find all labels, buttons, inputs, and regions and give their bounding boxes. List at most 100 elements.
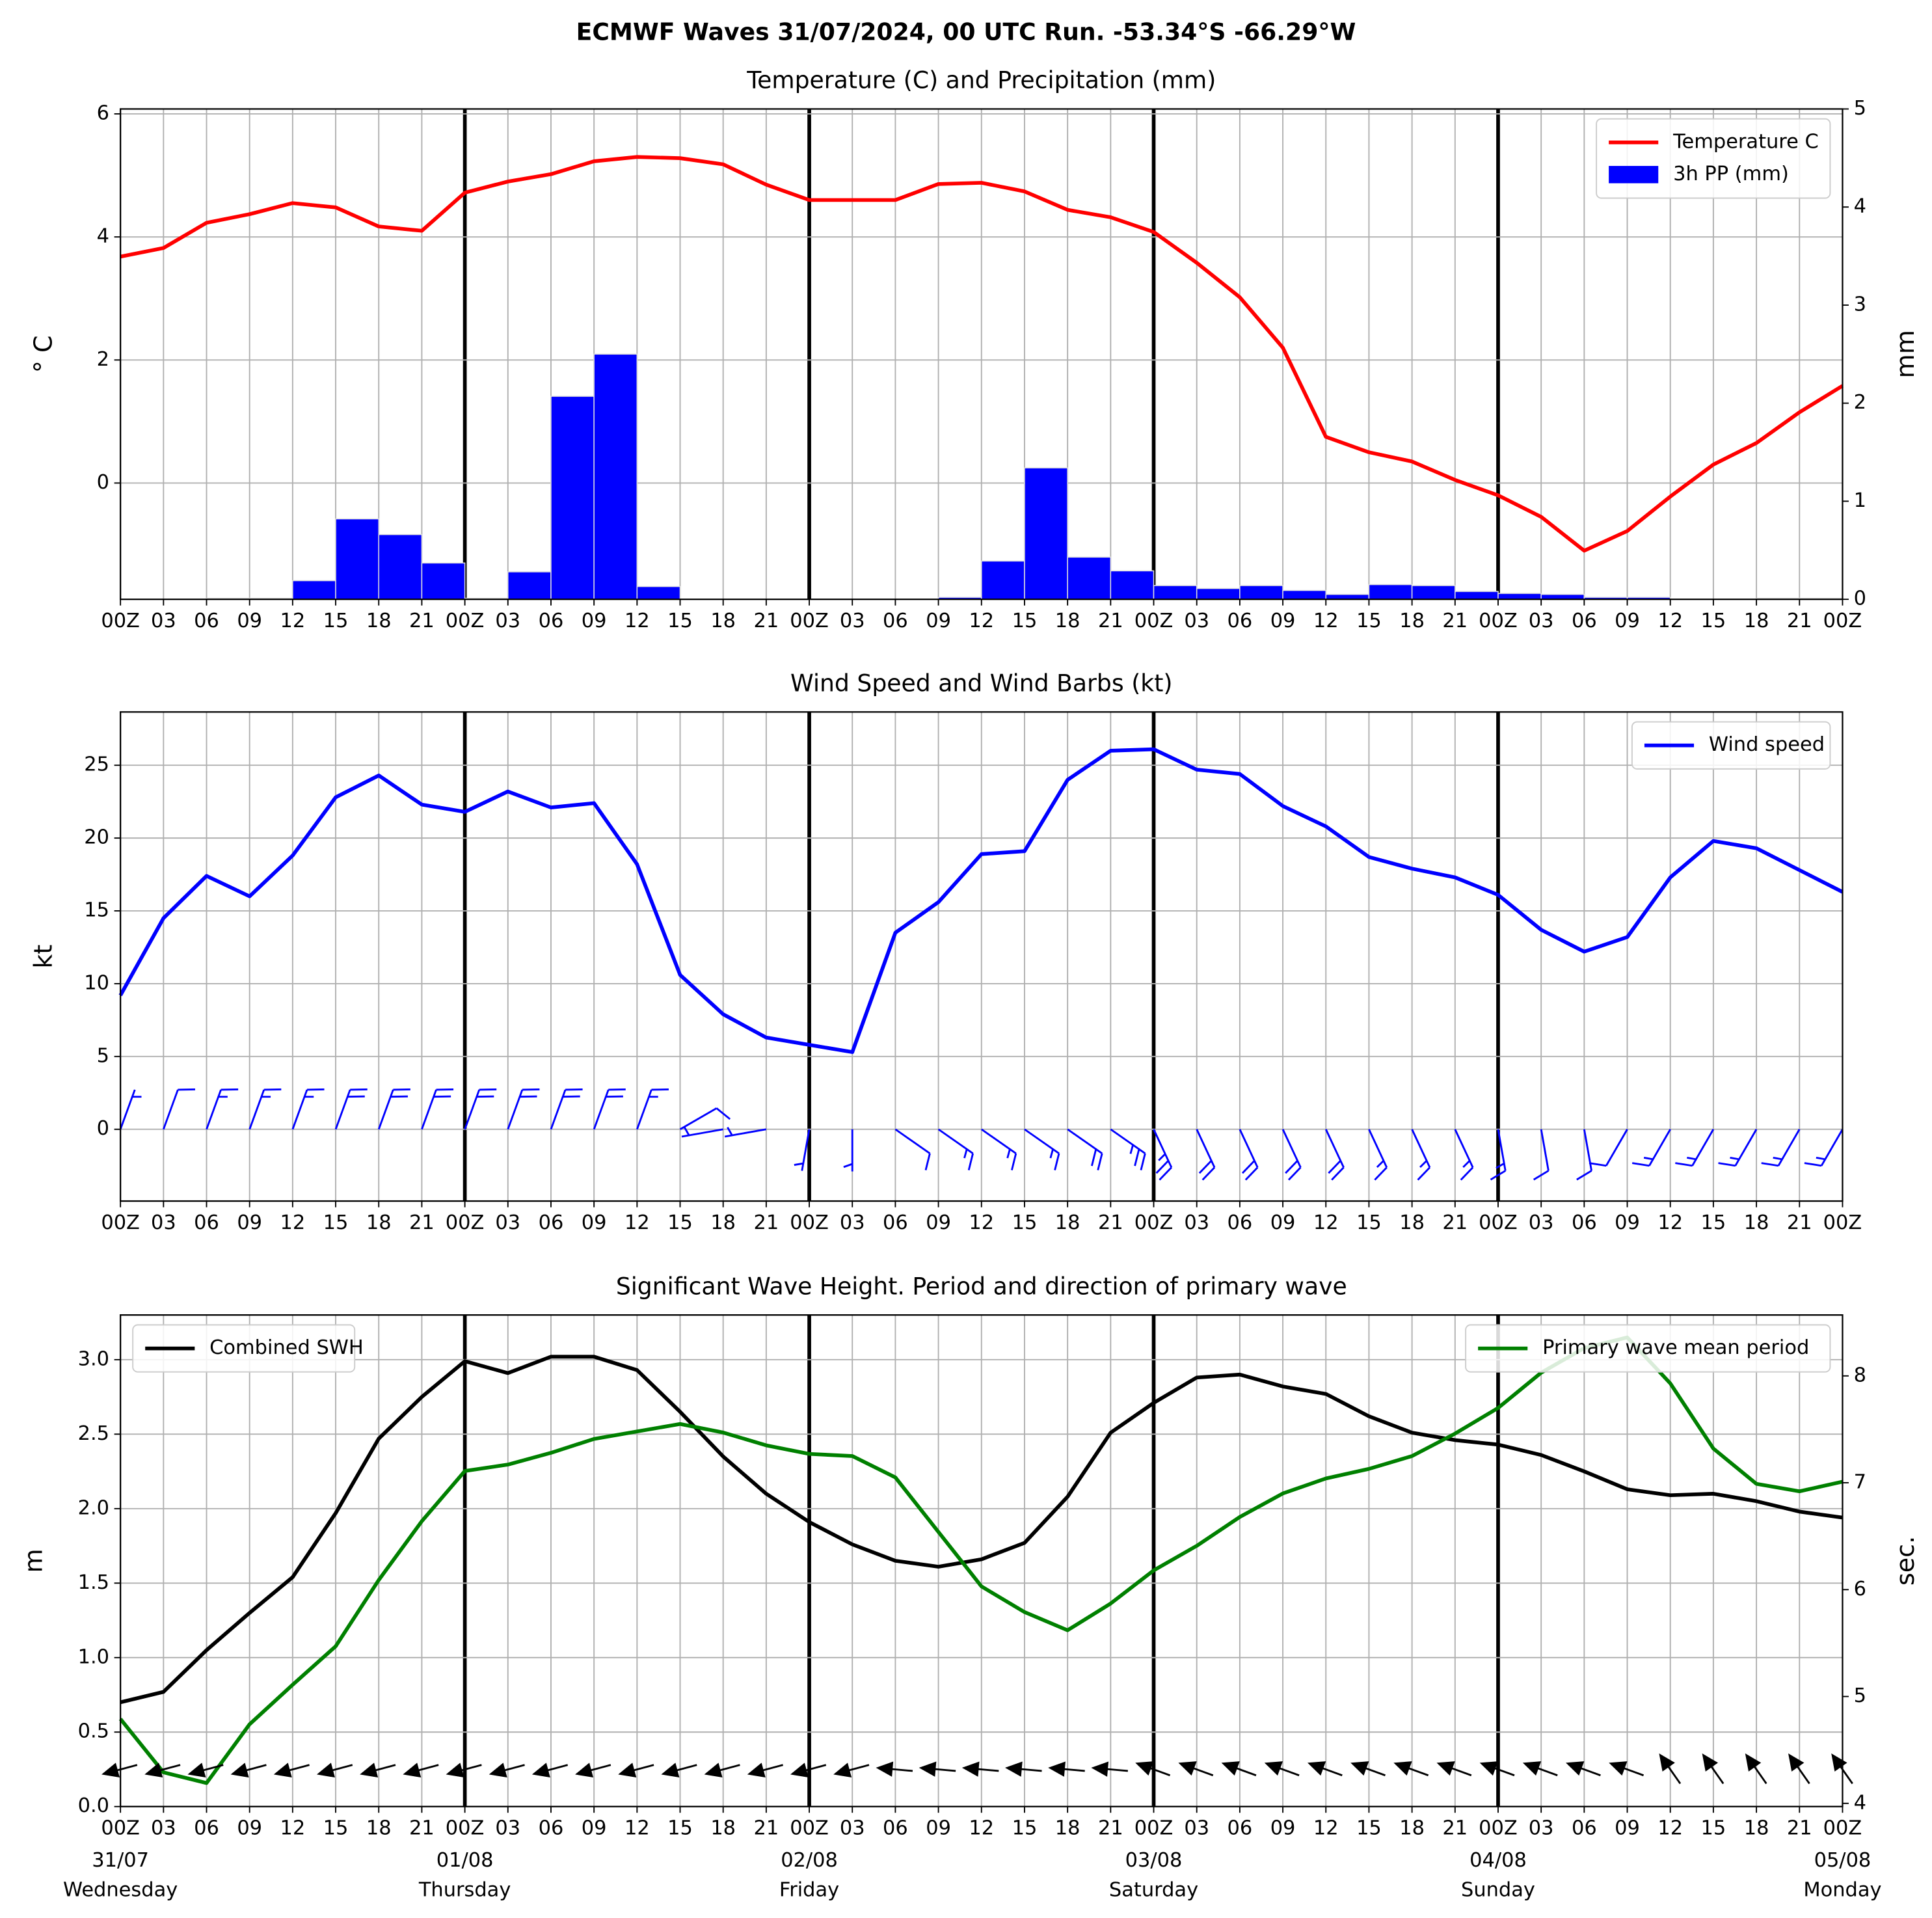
wave-arrow xyxy=(1436,1761,1472,1777)
y2-axis-label: mm xyxy=(1891,330,1920,378)
y2-tick-label: 2 xyxy=(1854,391,1866,414)
wind-barb xyxy=(1761,1129,1801,1167)
y2-tick-label: 8 xyxy=(1854,1364,1866,1386)
wave-arrow xyxy=(489,1763,525,1778)
x-tick-label: 18 xyxy=(1055,1211,1080,1234)
x-tick-label: 00Z xyxy=(446,610,485,632)
y-tick-label: 3.0 xyxy=(78,1347,109,1370)
x-tick-label: 06 xyxy=(539,1211,564,1234)
y2-tick-label: 5 xyxy=(1854,1684,1866,1707)
x-tick-label: 03 xyxy=(840,1817,865,1839)
x-tick-label: 21 xyxy=(1098,1211,1123,1234)
x-tick-label: 12 xyxy=(969,610,994,632)
x-tick-label: 06 xyxy=(539,1817,564,1839)
x-tick-label: 06 xyxy=(194,1817,219,1839)
wave-arrow xyxy=(1745,1753,1767,1785)
wave-arrow xyxy=(833,1763,870,1778)
x-tick-label: 09 xyxy=(582,1817,607,1839)
x-tick-label: 15 xyxy=(323,1211,349,1234)
wind-barb xyxy=(248,1088,282,1130)
y2-tick-label: 6 xyxy=(1854,1578,1866,1601)
x-tick-label: 00Z xyxy=(446,1211,485,1234)
date-label: 01/08 xyxy=(436,1849,494,1872)
x-tick-label: 06 xyxy=(194,610,219,632)
x-tick-label: 00Z xyxy=(1134,1211,1174,1234)
wave-arrow xyxy=(1788,1753,1810,1785)
x-tick-label: 03 xyxy=(840,610,865,632)
wind-barb xyxy=(1631,1129,1671,1167)
y-tick-label: 20 xyxy=(84,826,109,849)
x-tick-label: 15 xyxy=(323,1817,349,1839)
x-tick-label: 21 xyxy=(1442,1817,1468,1839)
x-tick-label: 03 xyxy=(495,1211,520,1234)
date-label: 02/08 xyxy=(781,1849,838,1872)
x-tick-label: 06 xyxy=(883,1211,908,1234)
x-tick-label: 12 xyxy=(1657,1211,1683,1234)
bar xyxy=(1282,589,1327,600)
x-tick-label: 03 xyxy=(1529,1211,1554,1234)
day-label: Friday xyxy=(779,1879,839,1902)
x-tick-label: 15 xyxy=(1012,610,1038,632)
wave-arrow xyxy=(661,1763,697,1778)
x-tick-label: 21 xyxy=(1098,610,1123,632)
y-tick-label: 25 xyxy=(84,753,109,776)
x-tick-label: 21 xyxy=(1442,1211,1468,1234)
x-tick-label: 06 xyxy=(194,1211,219,1234)
bar xyxy=(507,571,552,600)
date-label: 31/07 xyxy=(92,1849,149,1872)
x-tick-label: 09 xyxy=(237,610,262,632)
wave-arrow xyxy=(1566,1761,1601,1777)
x-tick-label: 06 xyxy=(1572,1817,1597,1839)
bar xyxy=(1196,588,1241,600)
wind-barb xyxy=(1589,1129,1628,1167)
x-tick-label: 00Z xyxy=(1134,610,1174,632)
wind-barb xyxy=(636,1088,669,1130)
x-tick-label: 09 xyxy=(926,1211,951,1234)
x-tick-label: 18 xyxy=(1055,610,1080,632)
wind-barb xyxy=(291,1088,325,1130)
y-axis-label: kt xyxy=(29,945,58,969)
wave-arrow xyxy=(1659,1753,1682,1785)
x-tick-label: 12 xyxy=(1313,610,1339,632)
x-tick-label: 09 xyxy=(1615,610,1640,632)
x-tick-label: 12 xyxy=(624,610,650,632)
wave-arrow xyxy=(273,1763,310,1778)
wave-arrow xyxy=(1178,1761,1214,1777)
date-label: 05/08 xyxy=(1814,1849,1872,1872)
x-tick-label: 21 xyxy=(409,610,435,632)
wind-barb xyxy=(1454,1129,1474,1181)
x-tick-label: 00Z xyxy=(101,1817,140,1839)
x-tick-label: 03 xyxy=(151,1817,176,1839)
plot-frame xyxy=(119,108,1844,601)
x-tick-label: 12 xyxy=(1313,1211,1339,1234)
y2-tick-label: 0 xyxy=(1854,588,1866,610)
wind-barb xyxy=(1533,1129,1550,1181)
x-tick-label: 03 xyxy=(495,1817,520,1839)
bar xyxy=(421,562,466,600)
x-tick-label: 00Z xyxy=(1134,1817,1174,1839)
x-tick-label: 21 xyxy=(1787,1817,1812,1839)
day-label: Thursday xyxy=(418,1879,511,1902)
wave-arrow xyxy=(1479,1761,1515,1777)
line-series xyxy=(120,1355,1843,1705)
x-tick-label: 12 xyxy=(624,1817,650,1839)
wind-barb xyxy=(206,1088,239,1130)
x-tick-label: 00Z xyxy=(1823,610,1862,632)
x-tick-label: 06 xyxy=(1228,1211,1253,1234)
wind-barb xyxy=(724,1126,767,1138)
y-tick-label: 4 xyxy=(97,225,109,248)
wind-barb xyxy=(507,1088,540,1130)
x-tick-label: 15 xyxy=(667,1817,693,1839)
x-tick-label: 03 xyxy=(1529,1817,1554,1839)
x-tick-label: 09 xyxy=(237,1211,262,1234)
x-tick-label: 00Z xyxy=(101,610,140,632)
y2-tick-label: 1 xyxy=(1854,489,1866,512)
bar xyxy=(1455,591,1499,600)
x-tick-label: 03 xyxy=(495,610,520,632)
day-label: Monday xyxy=(1803,1879,1881,1902)
wind-barb xyxy=(681,1126,723,1138)
x-tick-label: 15 xyxy=(1356,1211,1382,1234)
x-tick-label: 15 xyxy=(1012,1211,1038,1234)
wave-arrow xyxy=(1350,1761,1386,1777)
